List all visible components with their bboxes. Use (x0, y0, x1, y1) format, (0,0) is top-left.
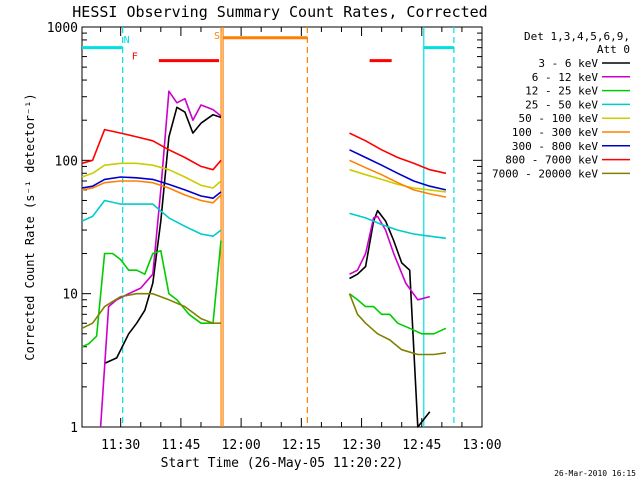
series-line (349, 293, 447, 335)
x-tick-label: 12:00 (222, 438, 261, 453)
y-tick-label: 100 (55, 154, 78, 169)
series-line (99, 90, 222, 428)
legend-entry-label: 6 - 12 keV (532, 71, 599, 84)
series-group (81, 90, 447, 428)
vertical-markers (122, 27, 455, 427)
legend-title-line-1: Det 1,3,4,5,6,9, (524, 30, 630, 43)
series-line (81, 240, 222, 348)
x-tick-label: 12:15 (282, 438, 321, 453)
series-line (81, 180, 222, 204)
legend-entry-label: 7000 - 20000 keV (492, 167, 598, 180)
x-tick-label: 12:30 (342, 438, 381, 453)
series-line (349, 209, 431, 428)
legend-entry-label: 50 - 100 keV (519, 112, 599, 125)
x-tick-label: 11:30 (101, 438, 140, 453)
series-line (81, 292, 221, 330)
svg-text:Corrected Count Rate (s⁻¹ dete: Corrected Count Rate (s⁻¹ detector⁻¹) (23, 93, 37, 360)
series-line (349, 212, 447, 240)
series-line (81, 199, 222, 237)
legend-entry-label: 12 - 25 keV (525, 85, 598, 98)
x-tick-label: 11:45 (161, 438, 200, 453)
x-tick-label: 12:45 (402, 438, 441, 453)
flag-bars: NF S (82, 31, 454, 63)
series-line (349, 149, 447, 191)
y-axis-ticks: 1 10 100 1000 (47, 21, 482, 436)
x-axis-label: Start Time (26-May-05 11:20:22) (161, 456, 404, 471)
series-line (81, 176, 222, 199)
y-axis-label-text: Corrected Count Rate (s⁻¹ detector⁻¹) (23, 93, 37, 360)
legend-entry-label: 25 - 50 keV (525, 98, 598, 111)
series-line (348, 293, 447, 356)
y-tick-label: 1000 (47, 21, 78, 36)
flag-label: F (132, 52, 138, 63)
y-tick-label: 1 (70, 421, 78, 436)
flag-label: S (214, 31, 220, 42)
footer-timestamp: 26-Mar-2010 16:15 (554, 469, 636, 478)
series-line (81, 128, 222, 171)
y-axis-label: Corrected Count Rate (s⁻¹ detector⁻¹) (23, 93, 37, 360)
plot-frame (81, 26, 483, 428)
chart-title: HESSI Observing Summary Count Rates, Cor… (72, 3, 487, 21)
flag-label: N (124, 35, 130, 46)
series-line (349, 132, 447, 175)
series-line (349, 159, 447, 198)
legend-entry-label: 800 - 7000 keV (505, 154, 598, 167)
series-line (104, 106, 222, 365)
series-line (349, 215, 431, 301)
legend-entry-label: 300 - 800 keV (512, 140, 598, 153)
x-tick-label: 13:00 (462, 438, 501, 453)
y-tick-label: 10 (62, 288, 78, 303)
legend-title-line-2: Att 0 (597, 43, 630, 56)
series-line (81, 162, 222, 189)
series-line (349, 168, 446, 193)
legend-entry-label: 3 - 6 keV (538, 57, 598, 70)
x-axis-ticks: 11:30 11:45 12:00 12:15 12:30 12:45 13:00 (100, 27, 502, 453)
legend-entry-label: 100 - 300 keV (512, 126, 598, 139)
